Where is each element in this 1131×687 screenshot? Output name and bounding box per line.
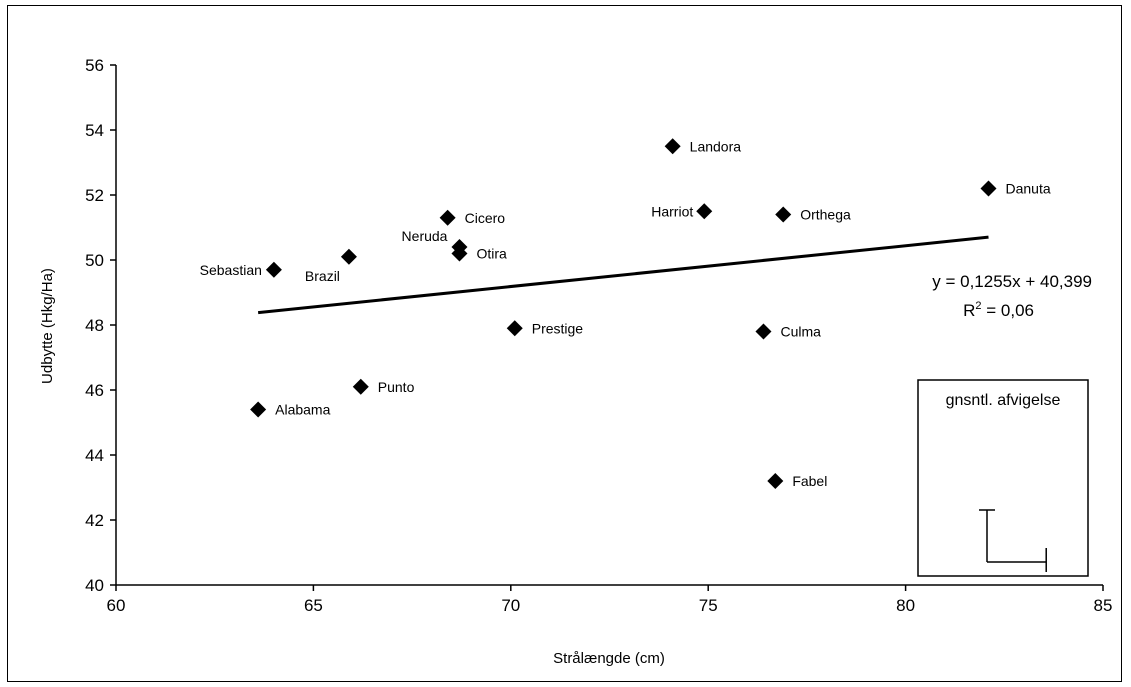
- tick-labels: 40 42 44 46 48 50 52 54 56 60 65 70 75 80 85: [85, 56, 1112, 615]
- tick-marks: [110, 64, 1104, 591]
- data-point-alabama: [250, 401, 267, 418]
- point-label: Otira: [476, 246, 507, 262]
- x-axis-title: Strålængde (cm): [553, 650, 665, 667]
- x-tick-label: 75: [699, 596, 718, 615]
- r2-value: = 0,06: [982, 301, 1034, 320]
- y-tick-label: 48: [85, 316, 104, 335]
- data-point-orthega: [775, 206, 792, 223]
- point-labels: Landora Danuta Harriot Orthega Cicero Neruda O…: [200, 138, 1051, 489]
- point-label: Orthega: [800, 207, 851, 223]
- y-tick-label: 50: [85, 251, 104, 270]
- data-point-otira: [451, 245, 468, 262]
- deviation-box-frame: [917, 379, 1089, 577]
- x-tick-label: 70: [501, 596, 520, 615]
- data-point-prestige: [506, 320, 523, 337]
- data-point-fabel: [767, 473, 784, 489]
- point-label: Harriot: [651, 203, 693, 219]
- trendline: [257, 235, 989, 315]
- point-label: Sebastian: [200, 262, 262, 278]
- y-tick-label: 42: [85, 511, 104, 530]
- point-label: Landora: [690, 138, 742, 154]
- y-tick-label: 54: [85, 121, 104, 140]
- data-point-punto: [352, 378, 369, 395]
- trendline-r-squared: R2 = 0,06: [963, 300, 1034, 320]
- r2-exponent: 2: [975, 300, 981, 312]
- data-points: [250, 138, 997, 489]
- point-label: Cicero: [465, 210, 506, 226]
- point-label: Punto: [378, 379, 415, 395]
- point-label: Culma: [780, 324, 821, 340]
- point-label: Danuta: [1006, 181, 1051, 197]
- trendline-equation: y = 0,1255x + 40,399: [932, 272, 1092, 291]
- x-tick-label: 65: [304, 596, 323, 615]
- point-label: Fabel: [792, 473, 827, 489]
- y-tick-label: 52: [85, 186, 104, 205]
- data-point-sebastian: [265, 261, 282, 278]
- y-tick-label: 44: [85, 446, 104, 465]
- point-label: Neruda: [402, 228, 448, 244]
- deviation-legend: gnsntl. afvigelse: [917, 379, 1089, 577]
- point-label: Alabama: [275, 402, 330, 418]
- data-point-culma: [755, 323, 772, 340]
- y-tick-label: 56: [85, 56, 104, 75]
- data-point-harriot: [696, 203, 713, 220]
- x-tick-label: 85: [1094, 596, 1113, 615]
- r2-symbol: R: [963, 301, 975, 320]
- point-label: Prestige: [532, 320, 584, 336]
- deviation-label: gnsntl. afvigelse: [946, 392, 1061, 409]
- y-axis-title: Udbytte (Hkg/Ha): [39, 268, 56, 384]
- data-point-brazil: [340, 248, 357, 265]
- x-tick-label: 80: [896, 596, 915, 615]
- y-tick-label: 40: [85, 576, 104, 595]
- point-label: Brazil: [305, 268, 340, 284]
- x-tick-label: 60: [107, 596, 126, 615]
- data-point-danuta: [980, 180, 997, 197]
- y-tick-label: 46: [85, 381, 104, 400]
- data-point-landora: [664, 138, 681, 155]
- data-point-cicero: [439, 209, 456, 226]
